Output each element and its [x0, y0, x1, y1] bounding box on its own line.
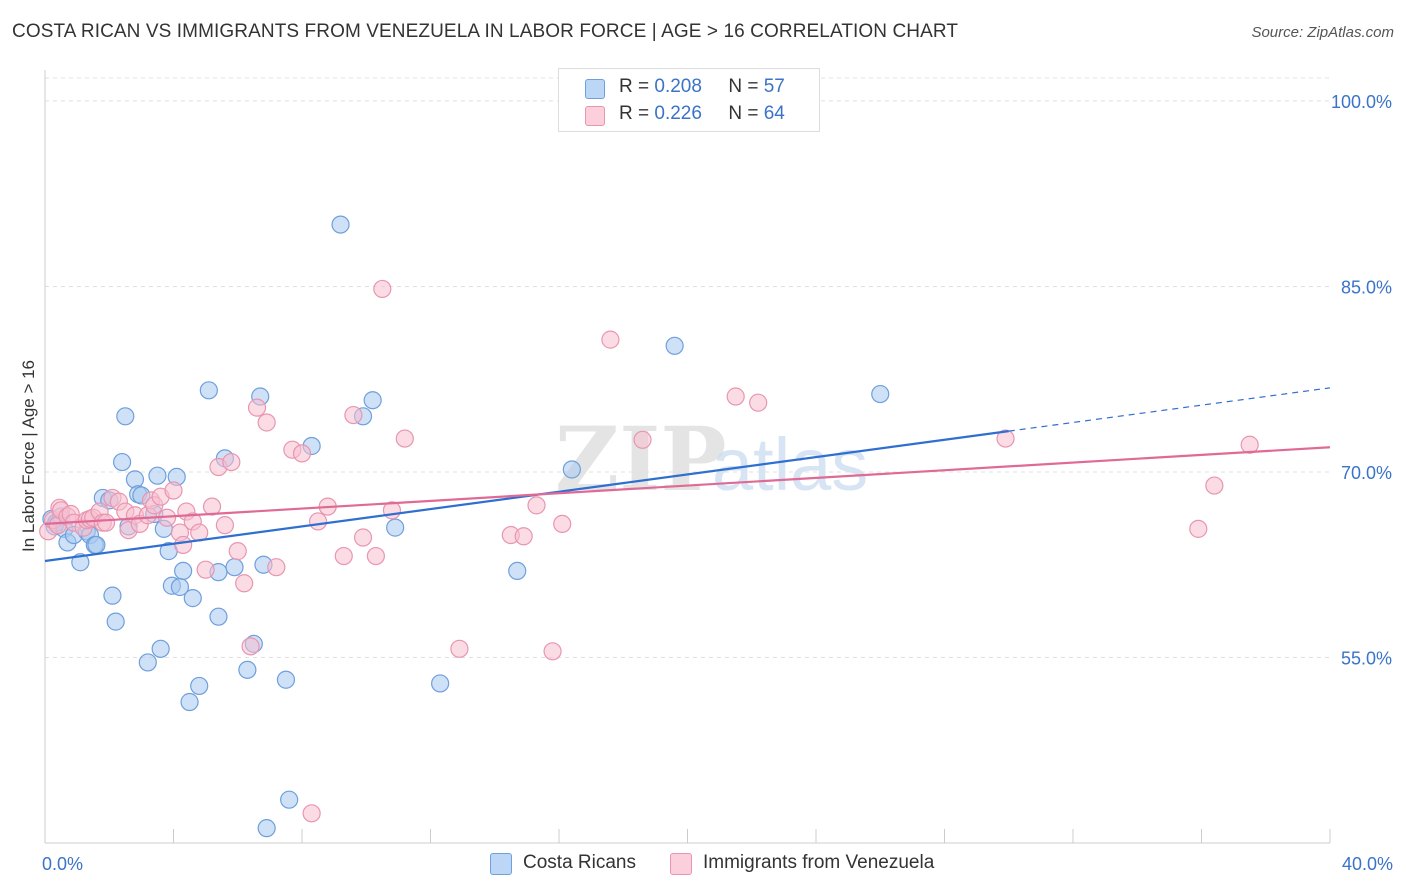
- venezuela-point: [174, 535, 193, 555]
- costa-rican-point: [103, 586, 122, 605]
- costa-rican-trendline-extension: [1008, 387, 1331, 432]
- venezuela-point: [241, 637, 260, 656]
- costa-rican-point: [363, 391, 382, 410]
- costa-rican-point: [280, 790, 299, 809]
- costa-rican-point: [562, 460, 581, 479]
- costa-rican-point: [199, 381, 218, 400]
- venezuela-point: [96, 513, 116, 532]
- venezuela-point: [543, 642, 562, 661]
- n-label: N =: [728, 76, 759, 97]
- costa-rican-point: [183, 589, 202, 608]
- venezuela-point: [196, 560, 215, 579]
- venezuela-point: [514, 527, 533, 546]
- costa-rican-point: [125, 470, 145, 489]
- pink-swatch-icon: [670, 853, 692, 875]
- venezuela-point: [222, 452, 241, 472]
- venezuela-point: [527, 496, 546, 515]
- r-label: R =: [619, 76, 650, 97]
- venezuela-point: [373, 279, 392, 299]
- y-tick-label: 55.0%: [1341, 648, 1392, 668]
- costa-rican-point: [138, 653, 157, 672]
- costa-rican-point: [174, 561, 193, 581]
- venezuela-point: [215, 516, 234, 535]
- r-value: 0.226: [654, 103, 702, 124]
- r-label: R =: [619, 103, 650, 124]
- x-tick-label: 0.0%: [42, 854, 83, 874]
- stats-legend: R = 0.208 N = 57 R = 0.226 N = 64: [558, 68, 820, 132]
- y-tick-label: 70.0%: [1341, 463, 1392, 483]
- y-axis-title: In Labor Force | Age > 16: [19, 360, 38, 552]
- costa-rican-point: [180, 692, 199, 712]
- costa-rican-point: [276, 670, 296, 689]
- venezuela-point: [450, 639, 469, 658]
- y-tick-label: 85.0%: [1341, 277, 1392, 297]
- costa-rican-point: [257, 819, 276, 838]
- costa-rican-point: [238, 660, 257, 679]
- venezuela-point: [395, 429, 414, 448]
- costa-rican-point: [148, 466, 167, 485]
- costa-rican-point: [87, 535, 106, 555]
- venezuela-point: [353, 528, 373, 547]
- costa-rican-point: [209, 607, 228, 626]
- costa-rican-point: [71, 553, 90, 572]
- costa-rican-point: [106, 612, 125, 631]
- venezuela-point: [334, 546, 353, 566]
- costa-rican-point: [871, 384, 890, 404]
- venezuela-point: [749, 393, 768, 412]
- venezuela-point: [1189, 519, 1208, 538]
- y-tick-label: 100.0%: [1331, 92, 1392, 112]
- watermark-atlas: atlas: [712, 423, 868, 506]
- venezuela-point: [247, 398, 267, 417]
- costa-rican-point: [431, 674, 450, 693]
- costa-rican-point: [225, 558, 244, 577]
- venezuela-point: [1205, 476, 1224, 495]
- venezuela-trendline: [44, 446, 1331, 526]
- costa-rican-point: [331, 215, 350, 234]
- venezuela-point: [292, 444, 312, 463]
- venezuela-point: [996, 429, 1015, 448]
- source-label: Source: ZipAtlas.com: [1251, 24, 1394, 41]
- blue-swatch-icon: [585, 79, 605, 99]
- r-value: 0.208: [654, 76, 702, 97]
- venezuela-point: [267, 558, 286, 577]
- costa-rican-point: [151, 639, 170, 658]
- venezuela-point: [1240, 435, 1259, 454]
- costa-rican-point: [665, 336, 684, 355]
- blue-swatch-icon: [490, 853, 512, 875]
- legend-label: Immigrants from Venezuela: [703, 852, 935, 873]
- venezuela-point: [302, 804, 321, 823]
- x-tick-label: 40.0%: [1342, 854, 1393, 874]
- venezuela-point: [164, 481, 183, 500]
- legend-label: Costa Ricans: [523, 852, 636, 873]
- venezuela-point: [202, 497, 222, 516]
- n-value: 57: [763, 76, 785, 97]
- n-value: 64: [763, 103, 785, 124]
- venezuela-point: [366, 546, 385, 566]
- venezuela-point: [257, 413, 276, 432]
- venezuela-point: [633, 430, 652, 449]
- venezuela-point: [726, 387, 745, 406]
- venezuela-point: [553, 514, 572, 534]
- costa-rican-point: [508, 561, 527, 581]
- venezuela-point: [344, 405, 363, 425]
- n-label: N =: [728, 103, 759, 124]
- venezuela-point: [308, 512, 328, 531]
- chart-title: COSTA RICAN VS IMMIGRANTS FROM VENEZUELA…: [12, 21, 959, 42]
- watermark-zip: ZIP: [555, 407, 727, 511]
- costa-rican-point: [190, 676, 209, 696]
- pink-swatch-icon: [585, 106, 605, 126]
- costa-rican-point: [386, 518, 405, 537]
- venezuela-point: [235, 574, 254, 593]
- costa-rican-point: [112, 452, 132, 472]
- venezuela-point: [601, 330, 620, 349]
- costa-rican-point: [116, 407, 135, 426]
- venezuela-point: [228, 542, 247, 561]
